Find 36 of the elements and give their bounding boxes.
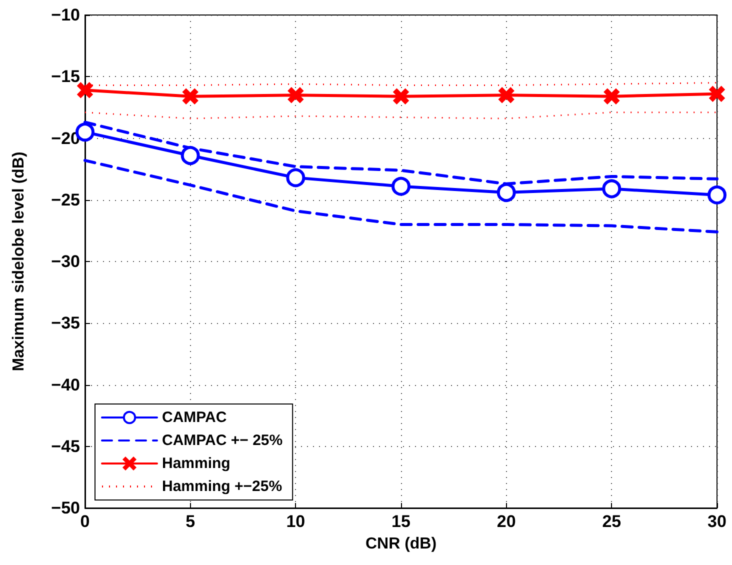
point [604,88,620,104]
point [498,88,514,103]
x-tick-label: 10 [286,512,306,531]
legend-label: Hamming +−25% [162,478,282,495]
point [392,176,410,196]
point [708,185,726,204]
point [496,182,516,202]
line-series [84,158,718,234]
legend-label: Hamming [162,455,230,472]
x-tick-label: 5 [186,512,196,531]
x-tick-label: 25 [602,512,622,531]
x-tick-label: 30 [708,512,726,531]
y-tick-label: −35 [51,314,80,333]
y-axis-title: Maximum sidelobe level (dB) [10,152,28,372]
y-tick-label: −45 [51,436,80,456]
y-tick-label: −25 [51,190,80,210]
point [180,146,200,165]
x-tick-label: 20 [496,512,516,531]
x-tick-label: 15 [392,512,410,531]
y-tick-label: −10 [51,6,80,24]
legend-label: CAMPAC [162,409,227,426]
point [710,86,724,102]
x-axis-title: CNR (dB) [365,536,437,552]
point [182,88,198,104]
point [288,88,304,103]
y-tick-label: −30 [51,252,80,271]
point [78,82,92,98]
point [394,88,408,104]
legend-label: CAMPAC +− 25% [162,432,283,449]
point [286,168,306,188]
y-tick-label: −40 [51,375,80,394]
y-tick-label: −15 [51,67,80,86]
line-series [84,112,718,120]
x-tick-label: 0 [80,512,90,531]
point [602,179,622,198]
y-tick-label: −50 [51,498,80,518]
